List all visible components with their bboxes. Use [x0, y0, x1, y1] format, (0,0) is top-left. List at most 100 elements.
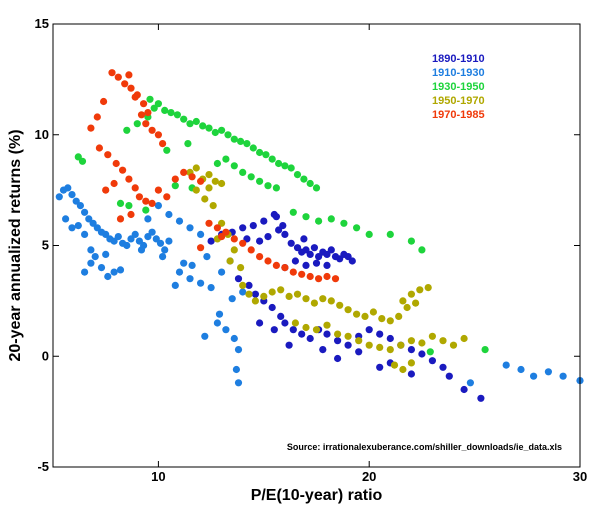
legend-item: 1950-1970 — [432, 95, 485, 107]
data-point — [277, 286, 285, 294]
data-point — [256, 253, 264, 261]
legend: 1890-1910 1910-1930 1930-1950 1950-1970 1970… — [432, 53, 485, 121]
data-point — [161, 106, 169, 114]
data-point — [277, 312, 285, 320]
data-point — [123, 241, 131, 250]
data-point — [369, 308, 377, 316]
data-point — [323, 272, 331, 281]
data-point — [323, 250, 331, 258]
legend-item: 1970-1985 — [432, 109, 485, 121]
data-point — [243, 140, 251, 148]
data-point — [207, 237, 215, 245]
data-point — [334, 337, 342, 345]
data-point — [205, 184, 213, 192]
data-point — [353, 224, 361, 232]
data-point — [449, 341, 458, 349]
data-point — [55, 193, 63, 201]
data-point — [230, 135, 238, 143]
data-point — [386, 334, 394, 343]
data-point — [365, 230, 373, 238]
data-point — [530, 372, 538, 380]
data-point — [97, 264, 106, 272]
data-point — [245, 281, 253, 289]
data-point — [211, 128, 219, 137]
data-point — [213, 319, 221, 327]
data-point — [218, 268, 226, 276]
data-point — [386, 230, 394, 238]
x-tick-label: 10 — [151, 469, 165, 484]
data-point — [154, 131, 162, 139]
data-point — [104, 151, 112, 159]
data-point — [460, 385, 468, 394]
data-point — [175, 268, 184, 276]
data-point — [416, 286, 424, 294]
data-point — [64, 184, 72, 192]
data-point — [247, 173, 255, 181]
x-tick-label: 20 — [362, 469, 376, 484]
data-point — [110, 268, 118, 276]
data-point — [256, 319, 264, 327]
data-point — [110, 179, 118, 188]
data-point — [336, 301, 344, 309]
data-point — [131, 230, 139, 238]
data-point — [78, 157, 87, 165]
data-point — [197, 279, 205, 287]
data-point — [140, 100, 148, 108]
data-point — [302, 323, 310, 332]
data-point — [81, 230, 89, 238]
data-point — [121, 80, 129, 88]
data-point — [135, 193, 143, 201]
data-point — [131, 93, 139, 101]
data-point — [264, 257, 272, 265]
data-point — [293, 171, 302, 179]
data-point — [481, 346, 489, 354]
data-point — [428, 332, 436, 340]
data-point — [188, 261, 196, 269]
data-point — [127, 235, 135, 243]
data-point — [239, 281, 247, 289]
data-point — [159, 140, 167, 148]
data-point — [334, 330, 342, 338]
data-point — [268, 303, 276, 312]
data-point — [224, 131, 232, 139]
data-point — [239, 224, 247, 232]
data-point — [171, 175, 179, 183]
series-1930-1950 — [74, 95, 489, 356]
data-point — [327, 246, 335, 254]
points-layer — [55, 69, 584, 402]
data-point — [544, 368, 553, 376]
data-point — [281, 319, 289, 327]
data-point — [403, 303, 411, 312]
data-point — [376, 330, 384, 338]
data-point — [256, 237, 264, 245]
data-point — [180, 115, 188, 123]
data-point — [306, 250, 314, 258]
data-point — [331, 275, 340, 283]
data-point — [344, 341, 352, 349]
data-point — [102, 186, 110, 194]
data-point — [407, 337, 415, 345]
data-point — [315, 275, 323, 283]
data-point — [230, 246, 238, 254]
data-point — [234, 275, 243, 283]
data-point — [293, 290, 302, 298]
data-point — [112, 159, 120, 168]
data-point — [201, 195, 209, 203]
data-point — [390, 361, 399, 369]
data-point — [378, 315, 386, 323]
data-point — [148, 126, 156, 134]
data-point — [148, 199, 156, 207]
data-point — [256, 177, 264, 185]
data-point — [426, 348, 434, 356]
data-point — [412, 299, 420, 307]
data-point — [302, 261, 310, 269]
data-point — [215, 310, 224, 318]
data-point — [218, 219, 226, 227]
data-point — [154, 186, 162, 194]
data-point — [245, 290, 253, 298]
data-point — [76, 202, 84, 210]
data-point — [249, 222, 257, 230]
series-1970-1985 — [87, 69, 340, 283]
data-point — [466, 379, 474, 387]
data-point — [144, 215, 152, 223]
